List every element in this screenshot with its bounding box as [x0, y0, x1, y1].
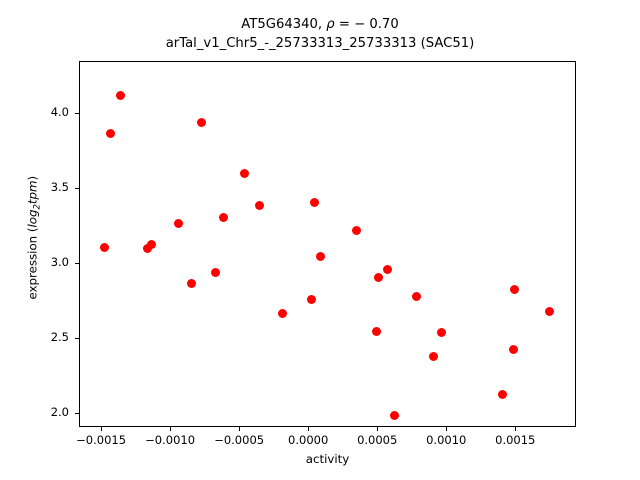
data-point	[307, 295, 317, 305]
y-axis-label-subscript: 2	[32, 204, 43, 210]
data-point	[143, 244, 153, 254]
data-point	[390, 410, 400, 420]
y-tick-label: 3.5	[50, 179, 69, 194]
x-tick-label: −0.0005	[214, 433, 265, 447]
data-point	[437, 328, 447, 338]
data-point	[219, 212, 229, 222]
figure-title: AT5G64340, ρ = − 0.70 arTal_v1_Chr5_-_25…	[0, 15, 640, 53]
y-axis-label: expression (log2tpm)	[25, 78, 42, 398]
data-point	[428, 352, 438, 362]
data-point	[351, 226, 361, 236]
y-tick-label: 3.0	[50, 254, 69, 269]
data-point	[115, 91, 125, 101]
data-point	[278, 308, 288, 318]
data-point	[508, 344, 518, 354]
data-point	[100, 242, 110, 252]
x-tick-label: 0.0010	[426, 433, 467, 447]
data-point	[239, 169, 249, 179]
title-separator: ,	[317, 17, 327, 32]
data-point	[497, 389, 507, 399]
rho-value: = − 0.70	[334, 17, 399, 32]
figure-title-line1: AT5G64340, ρ = − 0.70	[0, 15, 640, 34]
y-tick-label: 4.0	[50, 104, 69, 119]
x-tick-mark	[101, 427, 103, 431]
data-point	[187, 278, 197, 288]
x-tick-mark	[308, 427, 310, 431]
data-point	[544, 307, 554, 317]
data-point	[372, 326, 382, 336]
data-point	[383, 265, 393, 275]
x-tick-mark	[377, 427, 379, 431]
x-tick-mark	[446, 427, 448, 431]
data-point	[412, 292, 422, 302]
data-point	[254, 200, 264, 210]
x-tick-label: 0.0015	[495, 433, 536, 447]
x-tick-label: 0.0005	[357, 433, 398, 447]
x-tick-mark	[515, 427, 517, 431]
y-tick-mark	[75, 337, 79, 339]
y-axis-label-prefix: expression (	[25, 227, 40, 300]
y-axis-label-suffix: )	[25, 175, 40, 181]
data-point	[373, 272, 383, 282]
y-axis-label-tpm: tpm	[25, 180, 40, 205]
rho-symbol: ρ	[326, 17, 335, 32]
data-point	[310, 197, 320, 207]
x-tick-mark	[239, 427, 241, 431]
y-tick-label: 2.0	[50, 404, 69, 419]
x-tick-mark	[170, 427, 172, 431]
gene-id: AT5G64340	[241, 17, 318, 32]
y-tick-mark	[75, 112, 79, 114]
data-point	[510, 284, 520, 294]
y-tick-label: 2.5	[50, 329, 69, 344]
figure-title-line2: arTal_v1_Chr5_-_25733313_25733313 (SAC51…	[165, 36, 475, 51]
data-point	[147, 239, 157, 249]
data-point	[210, 268, 220, 278]
x-tick-label: −0.0010	[145, 433, 196, 447]
x-axis-label: activity	[305, 452, 350, 466]
x-tick-label: −0.0015	[76, 433, 127, 447]
plot-area	[79, 61, 576, 427]
data-point	[173, 218, 183, 228]
data-point	[315, 251, 325, 261]
data-point	[196, 118, 206, 128]
y-axis-label-log: log	[25, 209, 40, 228]
data-point	[105, 128, 115, 138]
y-tick-mark	[75, 412, 79, 414]
y-tick-mark	[75, 262, 79, 264]
x-tick-label: 0.0000	[288, 433, 329, 447]
y-tick-mark	[75, 187, 79, 189]
